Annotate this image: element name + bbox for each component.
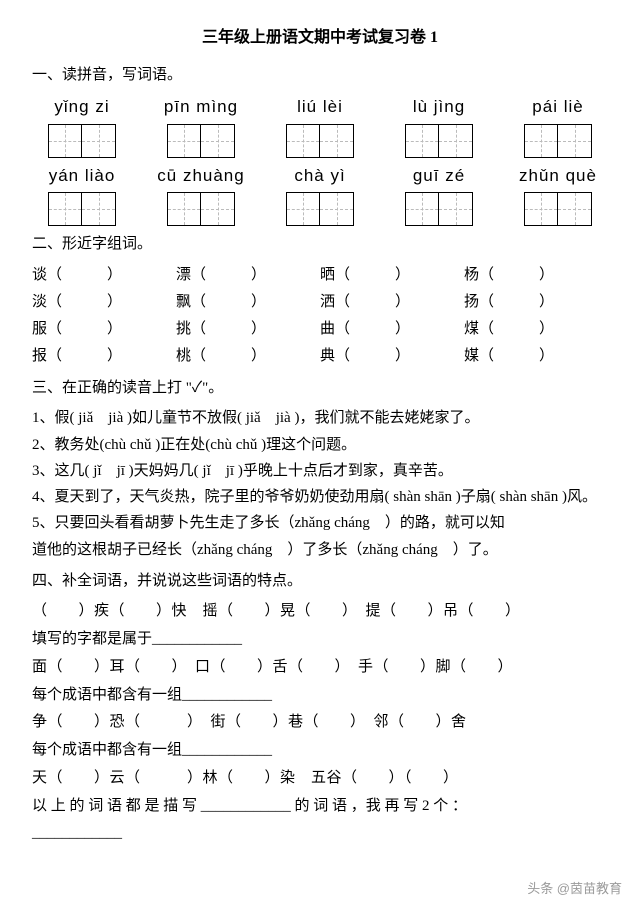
pinyin-item: pái liè (508, 93, 608, 158)
pinyin-label: pīn mìng (164, 93, 238, 122)
pinyin-item: liú lèi (270, 93, 370, 158)
tianzige-pair[interactable] (286, 124, 354, 158)
near-cell[interactable]: 谈（ ） (32, 262, 176, 289)
near-cell[interactable]: 挑（ ） (176, 316, 320, 343)
pinyin-row-1: yǐng zi pīn mìng liú lèi lù jìng pái liè (32, 93, 608, 158)
pinyin-block: yǐng zi pīn mìng liú lèi lù jìng pái liè… (32, 93, 608, 227)
q4-line[interactable]: ____________ (32, 820, 608, 848)
pinyin-label: yǐng zi (54, 93, 109, 122)
pinyin-item: chà yì (270, 162, 370, 227)
near-cell[interactable]: 洒（ ） (320, 289, 464, 316)
pinyin-item: cū zhuàng (151, 162, 251, 227)
pinyin-label: lù jìng (413, 93, 465, 122)
near-cell[interactable]: 曲（ ） (320, 316, 464, 343)
pinyin-row-2: yán liào cū zhuàng chà yì guī zé zhǔn qu… (32, 162, 608, 227)
section-2-head: 二、形近字组词。 (32, 232, 608, 258)
q4-line[interactable]: 每个成语中都含有一组____________ (32, 682, 608, 710)
near-cell[interactable]: 典（ ） (320, 343, 464, 370)
near-word-block: 谈（ ） 漂（ ） 晒（ ） 杨（ ） 淡（ ） 飘（ ） 洒（ ） 扬（ ） … (32, 262, 608, 370)
tianzige-pair[interactable] (524, 124, 592, 158)
section-3-head: 三、在正确的读音上打 "✓"。 (32, 376, 608, 402)
near-cell[interactable]: 服（ ） (32, 316, 176, 343)
tianzige-pair[interactable] (48, 192, 116, 226)
pinyin-label: zhǔn què (519, 162, 597, 191)
q4-line[interactable]: 天（ ）云（ ）林（ ）染 五谷（ ）（ ） (32, 765, 608, 793)
q4-line[interactable]: （ ）疾（ ）快 摇（ ）晃（ ） 提（ ）吊（ ） (32, 598, 608, 626)
pinyin-label: yán liào (49, 162, 116, 191)
near-row: 谈（ ） 漂（ ） 晒（ ） 杨（ ） (32, 262, 608, 289)
near-row: 报（ ） 桃（ ） 典（ ） 媒（ ） (32, 343, 608, 370)
tianzige-pair[interactable] (167, 192, 235, 226)
section-1-head: 一、读拼音，写词语。 (32, 63, 608, 89)
pinyin-label: guī zé (413, 162, 465, 191)
worksheet-page: 三年级上册语文期中考试复习卷 1 一、读拼音，写词语。 yǐng zi pīn … (0, 0, 640, 858)
watermark-text: 头条 @茵苗教育 (527, 878, 622, 897)
q3-line: 1、假( jiǎ jià )如儿童节不放假( jiǎ jià )，我们就不能去姥… (32, 405, 608, 431)
q3-line: 道他的这根胡子已经长（zhǎng cháng ）了多长（zhǎng cháng … (32, 537, 608, 563)
tianzige-pair[interactable] (167, 124, 235, 158)
pinyin-label: liú lèi (297, 93, 343, 122)
q4-line[interactable]: 填写的字都是属于____________ (32, 626, 608, 654)
pinyin-label: pái liè (532, 93, 583, 122)
pinyin-label: cū zhuàng (157, 162, 244, 191)
q3-line: 5、只要回头看看胡萝卜先生走了多长（zhǎng cháng ）的路，就可以知 (32, 510, 608, 536)
page-title: 三年级上册语文期中考试复习卷 1 (32, 24, 608, 51)
pinyin-item: zhǔn què (508, 162, 608, 227)
tianzige-pair[interactable] (405, 192, 473, 226)
pinyin-item: yán liào (32, 162, 132, 227)
near-cell[interactable]: 扬（ ） (464, 289, 608, 316)
near-cell[interactable]: 晒（ ） (320, 262, 464, 289)
section-4-head: 四、补全词语，并说说这些词语的特点。 (32, 569, 608, 595)
tianzige-pair[interactable] (524, 192, 592, 226)
pinyin-label: chà yì (294, 162, 345, 191)
pinyin-item: guī zé (389, 162, 489, 227)
near-cell[interactable]: 飘（ ） (176, 289, 320, 316)
q3-line: 2、教务处(chù chǔ )正在处(chù chǔ )理这个问题。 (32, 432, 608, 458)
pinyin-item: yǐng zi (32, 93, 132, 158)
near-cell[interactable]: 媒（ ） (464, 343, 608, 370)
pinyin-item: pīn mìng (151, 93, 251, 158)
near-cell[interactable]: 煤（ ） (464, 316, 608, 343)
q4-line[interactable]: 面（ ）耳（ ） 口（ ）舌（ ） 手（ ）脚（ ） (32, 654, 608, 682)
tianzige-pair[interactable] (48, 124, 116, 158)
pinyin-item: lù jìng (389, 93, 489, 158)
q4-line[interactable]: 每个成语中都含有一组____________ (32, 737, 608, 765)
near-cell[interactable]: 漂（ ） (176, 262, 320, 289)
q3-line: 4、夏天到了，天气炎热，院子里的爷爷奶奶使劲用扇( shàn shān )子扇(… (32, 484, 608, 510)
near-cell[interactable]: 桃（ ） (176, 343, 320, 370)
near-cell[interactable]: 杨（ ） (464, 262, 608, 289)
q4-line[interactable]: 以 上 的 词 语 都 是 描 写 ____________ 的 词 语 ，我 … (32, 793, 608, 821)
q3-line: 3、这几( jǐ jī )天妈妈几( jǐ jī )乎晚上十点后才到家，真辛苦。 (32, 458, 608, 484)
near-row: 服（ ） 挑（ ） 曲（ ） 煤（ ） (32, 316, 608, 343)
tianzige-pair[interactable] (286, 192, 354, 226)
near-cell[interactable]: 报（ ） (32, 343, 176, 370)
q4-line[interactable]: 争（ ）恐（ ） 街（ ）巷（ ） 邻（ ）舍 (32, 709, 608, 737)
near-row: 淡（ ） 飘（ ） 洒（ ） 扬（ ） (32, 289, 608, 316)
near-cell[interactable]: 淡（ ） (32, 289, 176, 316)
tianzige-pair[interactable] (405, 124, 473, 158)
